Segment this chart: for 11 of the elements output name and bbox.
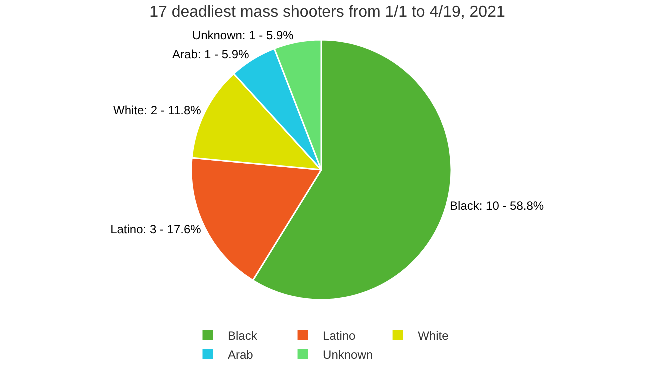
data-label: Arab: 1 - 5.9% bbox=[172, 47, 250, 62]
legend-label: Black bbox=[228, 328, 258, 343]
legend-label: Arab bbox=[228, 348, 254, 362]
legend-label: Latino bbox=[323, 328, 356, 343]
data-label: Unknown: 1 - 5.9% bbox=[192, 28, 294, 42]
data-label: Latino: 3 - 17.6% bbox=[110, 222, 202, 236]
legend-label: White bbox=[418, 328, 450, 343]
legend-label: Unknown bbox=[323, 348, 374, 362]
data-label: Black: 10 - 58.8% bbox=[450, 199, 544, 214]
data-label: White: 2 - 11.8% bbox=[113, 104, 202, 118]
chart-title: 17 deadliest mass shooters from 1/1 to 4/19, 2021 bbox=[150, 4, 506, 21]
